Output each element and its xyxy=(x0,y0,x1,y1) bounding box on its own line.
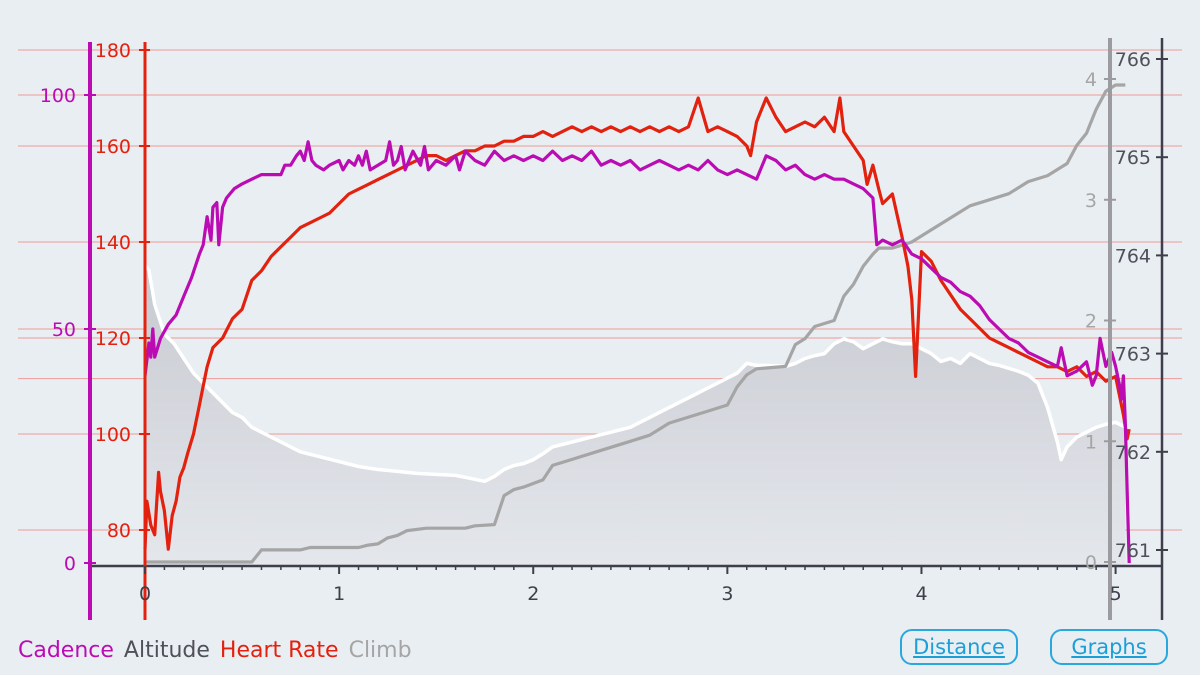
altitude-tick-label: 762 xyxy=(1115,442,1151,464)
tick-labels: 0 1 2 3 4 50501008010012014016018001234761762… xyxy=(40,40,1168,605)
altitude-tick-label: 763 xyxy=(1115,344,1151,366)
x-tick-label: 2 xyxy=(527,583,539,605)
x-tick-label: 5 xyxy=(1110,583,1122,605)
heart-rate-tick-label: 120 xyxy=(95,328,131,350)
climb-tick-label: 3 xyxy=(1085,190,1097,212)
x-tick-label: 1 xyxy=(333,583,345,605)
heart-rate-tick-label: 180 xyxy=(95,40,131,62)
series-cadence xyxy=(143,140,1131,564)
series-climb xyxy=(145,83,1126,564)
legend-climb: Climb xyxy=(348,638,412,663)
heart-rate-tick-label: 160 xyxy=(95,136,131,158)
x-tick-label: 4 xyxy=(915,583,927,605)
cadence-tick-label: 50 xyxy=(52,319,76,341)
heart-rate-tick-label: 80 xyxy=(107,520,131,542)
climb-tick-label: 4 xyxy=(1085,69,1097,91)
altitude-tick-label: 761 xyxy=(1115,540,1151,562)
legend: Cadence Altitude Heart Rate Climb xyxy=(18,638,412,663)
cadence-tick-label: 100 xyxy=(40,85,76,107)
altitude-tick-label: 765 xyxy=(1115,147,1151,169)
climb-tick-label: 2 xyxy=(1085,311,1097,333)
altitude-tick-label: 764 xyxy=(1115,245,1151,267)
climb-tick-label: 0 xyxy=(1085,552,1097,574)
altitude-line xyxy=(143,264,1127,484)
graphs-button[interactable]: Graphs xyxy=(1050,629,1168,665)
legend-cadence: Cadence xyxy=(18,638,114,663)
distance-button[interactable]: Distance xyxy=(900,629,1018,665)
legend-altitude: Altitude xyxy=(123,638,210,663)
series-heart-rate xyxy=(143,96,1131,551)
altitude-fill xyxy=(145,265,1126,566)
altitude-tick-label: 766 xyxy=(1115,49,1151,71)
x-tick-label: 3 xyxy=(721,583,733,605)
axes xyxy=(88,38,1164,620)
climb-tick-label: 1 xyxy=(1085,431,1097,453)
x-tick-label: 0 xyxy=(139,583,151,605)
heart-rate-tick-label: 100 xyxy=(95,424,131,446)
heart-rate-tick-label: 140 xyxy=(95,232,131,254)
series-lines xyxy=(143,83,1131,564)
altitude-area xyxy=(143,264,1127,566)
cadence-tick-label: 0 xyxy=(64,553,76,575)
legend-heart-rate: Heart Rate xyxy=(219,638,339,663)
